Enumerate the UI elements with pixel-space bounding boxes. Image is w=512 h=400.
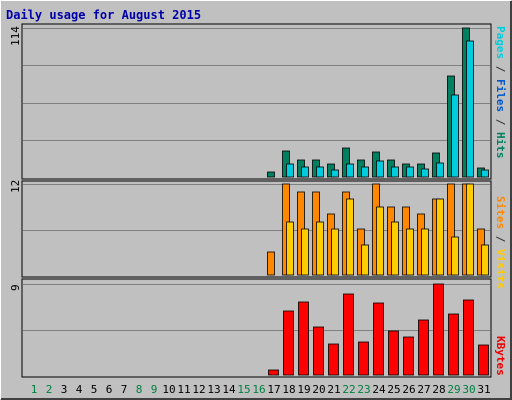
bar-visits [376, 206, 384, 276]
bar-visits [481, 244, 489, 276]
bar-files [406, 166, 414, 178]
bar-files [466, 40, 474, 178]
legend-item: Hits [494, 132, 507, 159]
bar-kbytes [463, 299, 474, 376]
x-tick-label: 27 [417, 383, 431, 396]
bar-kbytes [433, 283, 444, 376]
x-tick-label: 6 [105, 383, 113, 396]
x-tick-label: 8 [135, 383, 143, 396]
bar-files [346, 163, 354, 178]
bar-visits [346, 198, 354, 276]
bar-files [451, 94, 459, 178]
x-tick-label: 7 [120, 383, 128, 396]
bar-visits [466, 183, 474, 276]
bar-kbytes [388, 330, 399, 376]
bar-sites [447, 183, 455, 276]
bar-visits [361, 244, 369, 276]
bar-visits [286, 221, 294, 276]
x-tick-label: 2 [45, 383, 53, 396]
bar-files [421, 168, 429, 178]
x-tick-label: 5 [90, 383, 98, 396]
legend-item: / [494, 112, 507, 132]
bar-kbytes [313, 326, 324, 376]
x-tick-label: 3 [60, 383, 68, 396]
bar-hits [267, 171, 275, 178]
x-tick-label: 19 [297, 383, 311, 396]
x-tick-label: 10 [162, 383, 176, 396]
x-tick-label: 14 [222, 383, 236, 396]
bar-files [301, 166, 309, 178]
bar-visits [331, 228, 339, 276]
bar-kbytes [328, 343, 339, 376]
x-tick-label: 9 [150, 383, 158, 396]
x-tick-label: 16 [252, 383, 266, 396]
sites-visits-legend: Sites / Visits [494, 196, 507, 289]
kbytes-legend: KBytes [494, 336, 507, 376]
legend-item: KBytes [494, 336, 507, 376]
x-tick-label: 31 [477, 383, 491, 396]
legend-item: / [494, 229, 507, 249]
chart-title: Daily usage for August 2015 [6, 8, 202, 22]
bar-files [376, 160, 384, 178]
x-tick-label: 22 [342, 383, 356, 396]
kbytes-panel-max-label: 9 [9, 284, 22, 291]
bar-visits [436, 198, 444, 276]
hits-files-pages-legend: Pages / Files / Hits [494, 26, 507, 159]
x-tick-label: 1 [30, 383, 38, 396]
bar-files [316, 166, 324, 178]
x-tick-label: 24 [372, 383, 386, 396]
bar-kbytes [403, 336, 414, 376]
x-tick-label: 15 [237, 383, 251, 396]
x-tick-label: 23 [357, 383, 371, 396]
bar-files [481, 169, 489, 178]
x-tick-label: 12 [192, 383, 206, 396]
bar-kbytes [478, 344, 489, 376]
panel-hits-files-pages [21, 23, 492, 180]
legend-item: Files [494, 79, 507, 113]
bar-kbytes [268, 369, 279, 376]
x-tick-label: 28 [432, 383, 446, 396]
bar-kbytes [283, 310, 294, 376]
bar-kbytes [343, 293, 354, 376]
legend-item: / [494, 59, 507, 79]
x-tick-label: 29 [447, 383, 461, 396]
x-tick-label: 25 [387, 383, 401, 396]
bar-files [391, 166, 399, 178]
bar-kbytes [358, 341, 369, 376]
x-tick-label: 18 [282, 383, 296, 396]
x-tick-label: 26 [402, 383, 416, 396]
hits-panel-max-label: 114 [9, 26, 22, 46]
bar-files [286, 163, 294, 178]
bar-files [331, 169, 339, 178]
bar-visits [421, 228, 429, 276]
bar-sites [267, 251, 275, 276]
bar-kbytes [448, 313, 459, 376]
bar-visits [316, 221, 324, 276]
panel-kbytes [21, 278, 492, 378]
x-tick-label: 21 [327, 383, 341, 396]
legend-item: Pages [494, 26, 507, 60]
visits-panel-max-label: 12 [9, 179, 22, 193]
x-tick-label: 4 [75, 383, 83, 396]
bar-files [436, 162, 444, 178]
legend-item: Visits [494, 249, 507, 289]
bar-kbytes [418, 319, 429, 376]
bar-visits [301, 228, 309, 276]
x-tick-label: 13 [207, 383, 221, 396]
bar-kbytes [373, 302, 384, 376]
bar-visits [391, 221, 399, 276]
bar-files [361, 166, 369, 178]
x-tick-label: 30 [462, 383, 476, 396]
x-tick-label: 11 [177, 383, 191, 396]
bar-kbytes [298, 301, 309, 376]
x-tick-label: 17 [267, 383, 281, 396]
legend-item: Sites [494, 196, 507, 230]
bar-hits [342, 147, 350, 178]
bar-visits [451, 236, 459, 276]
bar-visits [406, 228, 414, 276]
x-tick-label: 20 [312, 383, 326, 396]
